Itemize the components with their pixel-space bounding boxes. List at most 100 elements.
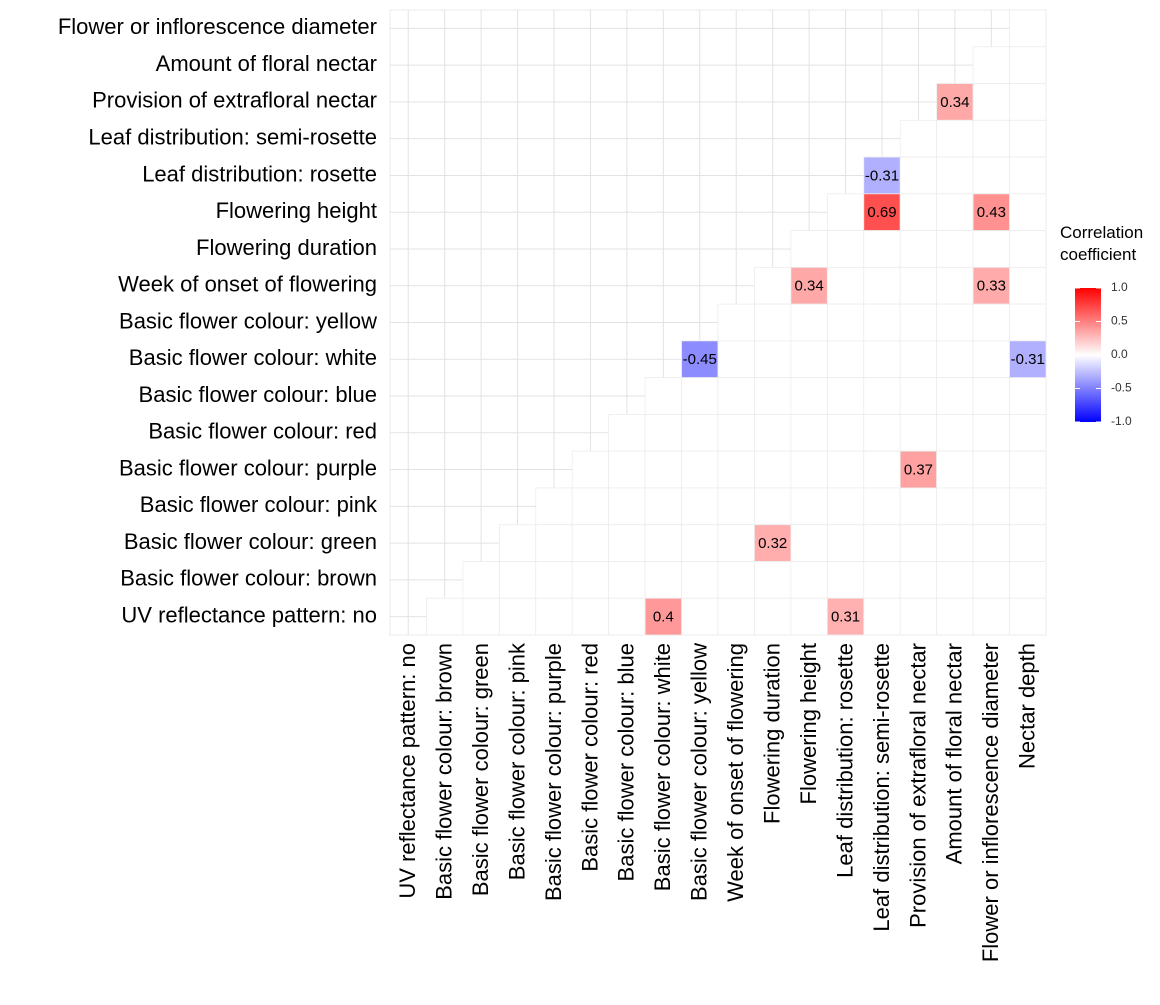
cell bbox=[972, 266, 1010, 305]
y-tick-label: Week of onset of flowering bbox=[118, 272, 377, 297]
empty-cell bbox=[717, 414, 755, 452]
empty-cell bbox=[681, 450, 719, 489]
empty-cell bbox=[936, 119, 974, 158]
empty-cell bbox=[462, 597, 500, 636]
empty-cell bbox=[863, 597, 901, 636]
x-tick-label: Amount of floral nectar bbox=[942, 643, 967, 864]
y-tick-label: UV reflectance pattern: no bbox=[121, 602, 377, 627]
cell-label: -0.31 bbox=[1011, 351, 1045, 368]
x-tick-label: Leaf distribution: rosette bbox=[832, 643, 857, 878]
empty-cell bbox=[936, 230, 974, 268]
empty-cell bbox=[972, 450, 1010, 489]
empty-cell bbox=[498, 524, 537, 562]
empty-cell bbox=[717, 561, 755, 599]
empty-cell bbox=[754, 414, 792, 452]
y-tick-label: Basic flower colour: purple bbox=[119, 455, 377, 480]
empty-cell bbox=[1009, 46, 1047, 84]
empty-cell bbox=[717, 524, 755, 562]
empty-cell bbox=[571, 524, 610, 562]
empty-cell bbox=[826, 303, 865, 342]
y-tick-label: Amount of floral nectar bbox=[156, 51, 377, 76]
empty-cell bbox=[863, 450, 901, 489]
empty-cell bbox=[608, 487, 646, 526]
empty-cell bbox=[535, 524, 573, 562]
empty-cell bbox=[1009, 524, 1047, 562]
empty-cell bbox=[681, 524, 719, 562]
y-tick-label: Flowering height bbox=[216, 198, 377, 223]
empty-cell bbox=[608, 597, 646, 636]
empty-cell bbox=[863, 524, 901, 562]
empty-cell bbox=[790, 597, 828, 636]
empty-cell bbox=[899, 230, 938, 268]
empty-cell bbox=[972, 414, 1010, 452]
cell-label: 0.69 bbox=[867, 204, 896, 221]
empty-cell bbox=[1009, 230, 1047, 268]
empty-cell bbox=[826, 414, 865, 452]
empty-cell bbox=[644, 377, 682, 415]
empty-cell bbox=[754, 450, 792, 489]
empty-cell bbox=[681, 487, 719, 526]
y-tick-label: Provision of extrafloral nectar bbox=[92, 88, 377, 113]
empty-cell bbox=[754, 303, 792, 342]
cell bbox=[936, 83, 974, 121]
empty-cell bbox=[1009, 266, 1047, 305]
empty-cell bbox=[754, 340, 792, 379]
colorbar-tick-label: -0.5 bbox=[1111, 381, 1132, 395]
y-tick-label: Basic flower colour: white bbox=[129, 345, 377, 370]
cell-label: 0.34 bbox=[795, 278, 824, 295]
empty-cell bbox=[717, 597, 755, 636]
cell bbox=[863, 156, 901, 195]
empty-cell bbox=[1009, 303, 1047, 342]
x-tick-label: Flower or inflorescence diameter bbox=[978, 643, 1003, 962]
x-tick-label: Basic flower colour: green bbox=[468, 643, 493, 896]
empty-cell bbox=[972, 303, 1010, 342]
empty-cell bbox=[571, 597, 610, 636]
empty-cell bbox=[1009, 450, 1047, 489]
colorbar-tick-label: 1.0 bbox=[1111, 280, 1128, 294]
cell bbox=[826, 597, 865, 636]
cell-label: -0.31 bbox=[865, 167, 899, 184]
empty-cell bbox=[608, 561, 646, 599]
cell-label: 0.33 bbox=[977, 278, 1006, 295]
y-tick-label: Basic flower colour: red bbox=[148, 419, 377, 444]
empty-cell bbox=[1009, 83, 1047, 121]
empty-cell bbox=[826, 377, 865, 415]
y-tick-label: Basic flower colour: pink bbox=[140, 492, 378, 517]
empty-cell bbox=[826, 561, 865, 599]
empty-cell bbox=[972, 340, 1010, 379]
empty-cell bbox=[936, 414, 974, 452]
empty-cell bbox=[936, 561, 974, 599]
colorbar-title: Correlation coefficient bbox=[1060, 223, 1144, 264]
empty-cell bbox=[717, 303, 755, 342]
empty-cell bbox=[863, 487, 901, 526]
empty-cell bbox=[972, 524, 1010, 562]
empty-cell bbox=[826, 487, 865, 526]
empty-cell bbox=[863, 561, 901, 599]
x-tick-label: Provision of extrafloral nectar bbox=[905, 643, 930, 928]
empty-cell bbox=[863, 266, 901, 305]
empty-cell bbox=[972, 377, 1010, 415]
empty-cell bbox=[1009, 597, 1047, 636]
empty-cell bbox=[498, 597, 537, 636]
empty-cell bbox=[681, 414, 719, 452]
empty-cell bbox=[863, 230, 901, 268]
y-tick-label: Flowering duration bbox=[196, 235, 377, 260]
empty-cell bbox=[972, 561, 1010, 599]
cell-label: 0.43 bbox=[977, 204, 1006, 221]
x-tick-label: Basic flower colour: brown bbox=[431, 643, 456, 900]
empty-cell bbox=[790, 230, 828, 268]
empty-cell bbox=[936, 377, 974, 415]
empty-cell bbox=[972, 46, 1010, 84]
cell bbox=[899, 450, 938, 489]
empty-cell bbox=[936, 524, 974, 562]
empty-cell bbox=[936, 340, 974, 379]
empty-cell bbox=[899, 414, 938, 452]
x-tick-label: Nectar depth bbox=[1015, 643, 1040, 769]
empty-cell bbox=[644, 561, 682, 599]
empty-cell bbox=[717, 377, 755, 415]
x-tick-label: Leaf distribution: semi-rosette bbox=[869, 643, 894, 932]
empty-cell bbox=[972, 156, 1010, 195]
cell bbox=[754, 524, 792, 562]
